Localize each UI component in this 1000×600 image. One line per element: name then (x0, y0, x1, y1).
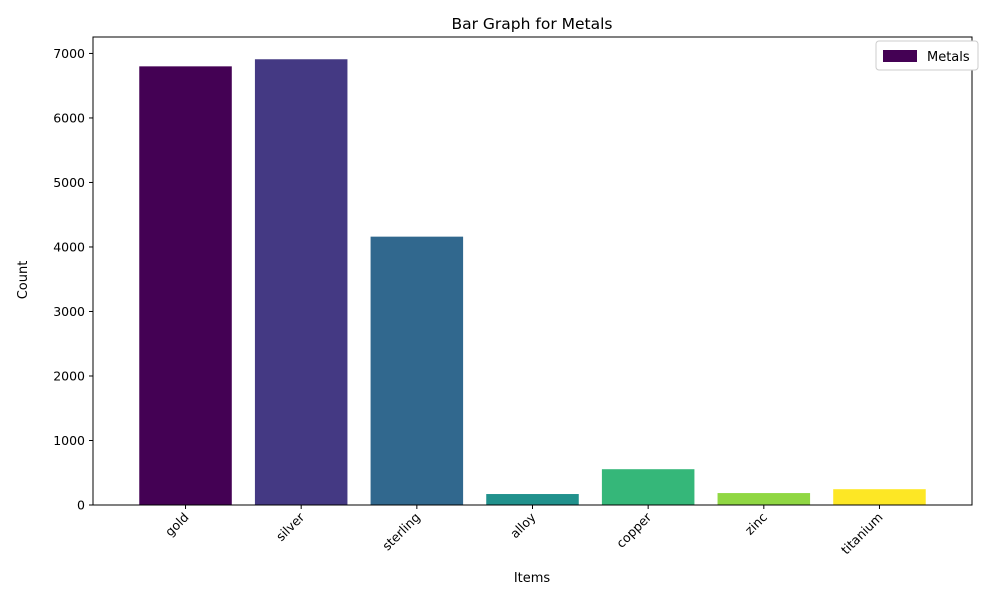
x-axis-label: Items (514, 571, 551, 586)
y-tick-label: 0 (77, 498, 85, 513)
bar-sterling (370, 236, 464, 505)
legend-label: Metals (927, 50, 970, 65)
y-axis-label: Count (16, 261, 31, 300)
y-tick-label: 3000 (53, 304, 85, 319)
bar-titanium (833, 489, 926, 505)
bar-copper (601, 469, 695, 505)
bar-gold (139, 66, 232, 505)
chart-title: Bar Graph for Metals (451, 15, 612, 33)
legend-frame (875, 40, 979, 71)
y-tick-label: 1000 (53, 433, 85, 448)
y-tick-label: 5000 (53, 175, 85, 190)
legend: Metals (875, 40, 979, 71)
y-axis: 0 1000 2000 3000 4000 5000 6000 7000 (53, 46, 93, 513)
bar-silver (254, 59, 348, 505)
y-tick-label: 2000 (53, 368, 85, 383)
y-tick-label: 6000 (53, 110, 85, 125)
y-tick-label: 7000 (53, 46, 85, 61)
plot-frame (92, 36, 973, 506)
bar-alloy (486, 494, 579, 505)
bar-zinc (717, 493, 811, 505)
y-tick-label: 4000 (53, 239, 85, 254)
bars-group (139, 59, 926, 505)
legend-swatch (883, 50, 917, 62)
